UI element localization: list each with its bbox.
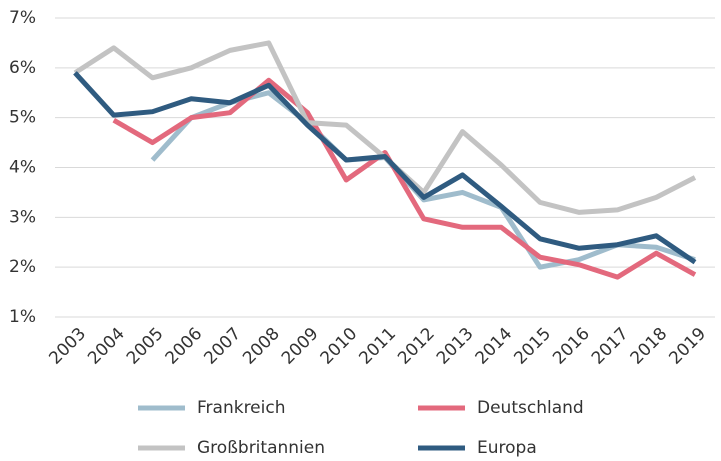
x-tick-label: 2003 — [45, 324, 90, 369]
legend-label: Frankreich — [197, 398, 286, 418]
x-tick-label: 2015 — [510, 324, 555, 369]
x-tick-label: 2017 — [588, 324, 633, 369]
x-tick-label: 2007 — [200, 324, 245, 369]
x-tick-label: 2008 — [239, 324, 284, 369]
series-line — [150, 90, 696, 270]
y-tick-label: 4% — [9, 158, 36, 178]
legend-label: Deutschland — [477, 398, 584, 418]
x-tick-label: 2016 — [549, 324, 594, 369]
legend-label: Großbritannien — [197, 438, 325, 458]
y-tick-label: 7% — [9, 8, 36, 28]
x-tick-label: 2013 — [433, 324, 478, 369]
y-tick-label: 6% — [9, 58, 36, 78]
x-tick-label: 2004 — [84, 324, 129, 369]
x-tick-label: 2018 — [627, 324, 672, 369]
x-tick-label: 2012 — [394, 324, 439, 369]
y-tick-label: 3% — [9, 207, 36, 227]
x-tick-label: 2009 — [278, 324, 323, 369]
y-tick-label: 1% — [9, 307, 36, 327]
x-tick-label: 2011 — [355, 324, 400, 369]
series-line — [112, 77, 697, 280]
x-tick-label: 2005 — [123, 324, 168, 369]
x-tick-label: 2019 — [665, 324, 710, 369]
x-tick-label: 2006 — [162, 324, 207, 369]
y-tick-label: 5% — [9, 108, 36, 128]
y-tick-label: 2% — [9, 257, 36, 277]
x-tick-label: 2014 — [472, 324, 517, 369]
legend-label: Europa — [477, 438, 537, 458]
series-line — [73, 71, 697, 265]
x-tick-label: 2010 — [317, 324, 362, 369]
